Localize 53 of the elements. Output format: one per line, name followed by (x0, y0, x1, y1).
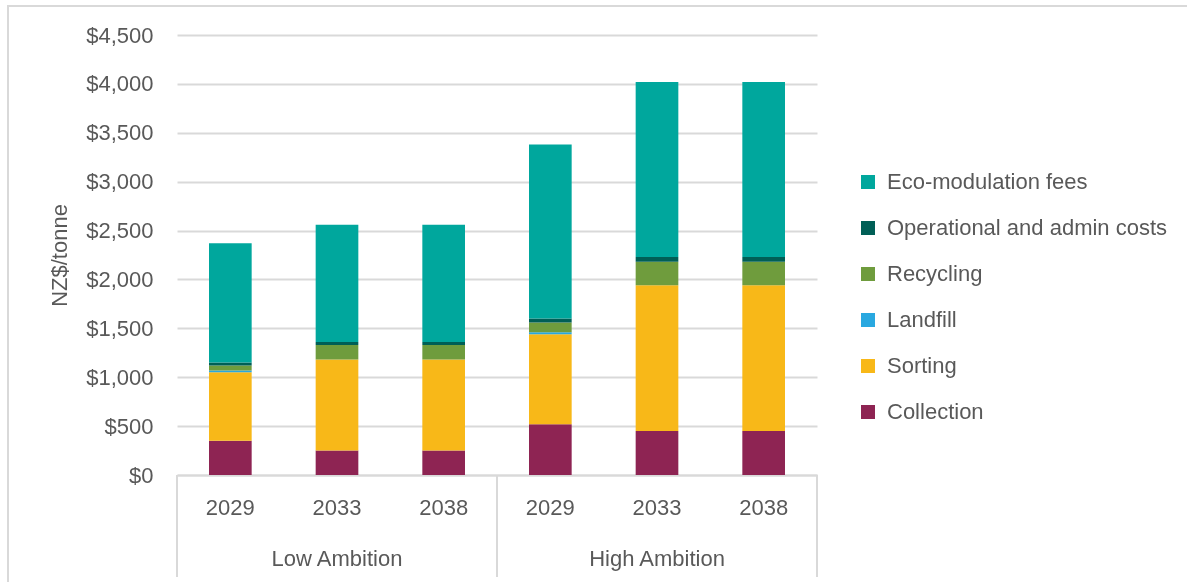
bar (635, 81, 679, 257)
bar (742, 81, 785, 257)
bar (635, 285, 679, 431)
bar (422, 344, 465, 360)
y-tick-label: $1,500 (86, 315, 154, 341)
bar (742, 431, 785, 475)
legend-label: Recycling (887, 261, 983, 286)
x-tick-label: 2038 (419, 494, 469, 520)
bar (422, 342, 465, 345)
bar (209, 440, 252, 475)
y-tick-label: $3,500 (86, 120, 154, 146)
x-tick-label: 2033 (632, 494, 682, 520)
bar (315, 224, 359, 343)
bar (742, 256, 785, 262)
bar (635, 256, 679, 262)
bar (529, 144, 572, 319)
bar (422, 359, 465, 451)
bar (742, 285, 785, 431)
y-axis-title: NZ$/tonne (47, 204, 73, 307)
bar (209, 243, 252, 363)
y-tick-label: $0 (129, 462, 154, 488)
bar (742, 261, 785, 286)
legend-label: Collection (887, 399, 984, 424)
bar (635, 261, 679, 286)
bar (315, 450, 359, 475)
y-tick-label: $2,500 (86, 218, 154, 244)
y-tick-label: $500 (104, 413, 154, 439)
bar (422, 224, 465, 343)
x-tick-label: 2038 (739, 494, 789, 520)
bar (422, 450, 465, 475)
bar (209, 365, 252, 371)
legend-label: Sorting (887, 353, 957, 378)
y-tick-label: $3,000 (86, 169, 154, 195)
y-tick-label: $1,000 (86, 364, 154, 390)
legend-label: Eco-modulation fees (887, 169, 1088, 194)
x-tick-label: 2033 (312, 494, 362, 520)
x-tick-label: 2029 (525, 494, 575, 520)
y-tick-label: $4,500 (86, 22, 154, 48)
bar (315, 359, 359, 451)
text: High Ambition (589, 546, 725, 571)
legend-label: Landfill (887, 307, 957, 332)
bar (635, 431, 679, 475)
bar (315, 344, 359, 360)
legend-label: Operational and admin costs (887, 215, 1168, 240)
bar (529, 322, 572, 333)
x-tick-label: 2029 (205, 494, 255, 520)
bar (529, 334, 572, 425)
text: Low Ambition (271, 546, 403, 571)
y-tick-label: $4,000 (86, 71, 154, 97)
bar (209, 372, 252, 441)
y-tick-label: $2,000 (86, 266, 154, 292)
bar (315, 342, 359, 345)
bar (529, 424, 572, 475)
